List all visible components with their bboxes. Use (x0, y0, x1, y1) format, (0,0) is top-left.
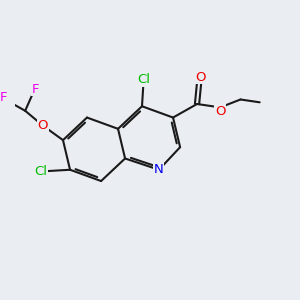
Text: O: O (215, 105, 225, 118)
Text: Cl: Cl (34, 165, 47, 178)
Text: N: N (154, 163, 164, 176)
Text: O: O (196, 71, 206, 84)
Text: Cl: Cl (137, 73, 150, 86)
Text: O: O (38, 119, 48, 132)
Text: F: F (0, 91, 8, 104)
Text: F: F (32, 83, 40, 96)
